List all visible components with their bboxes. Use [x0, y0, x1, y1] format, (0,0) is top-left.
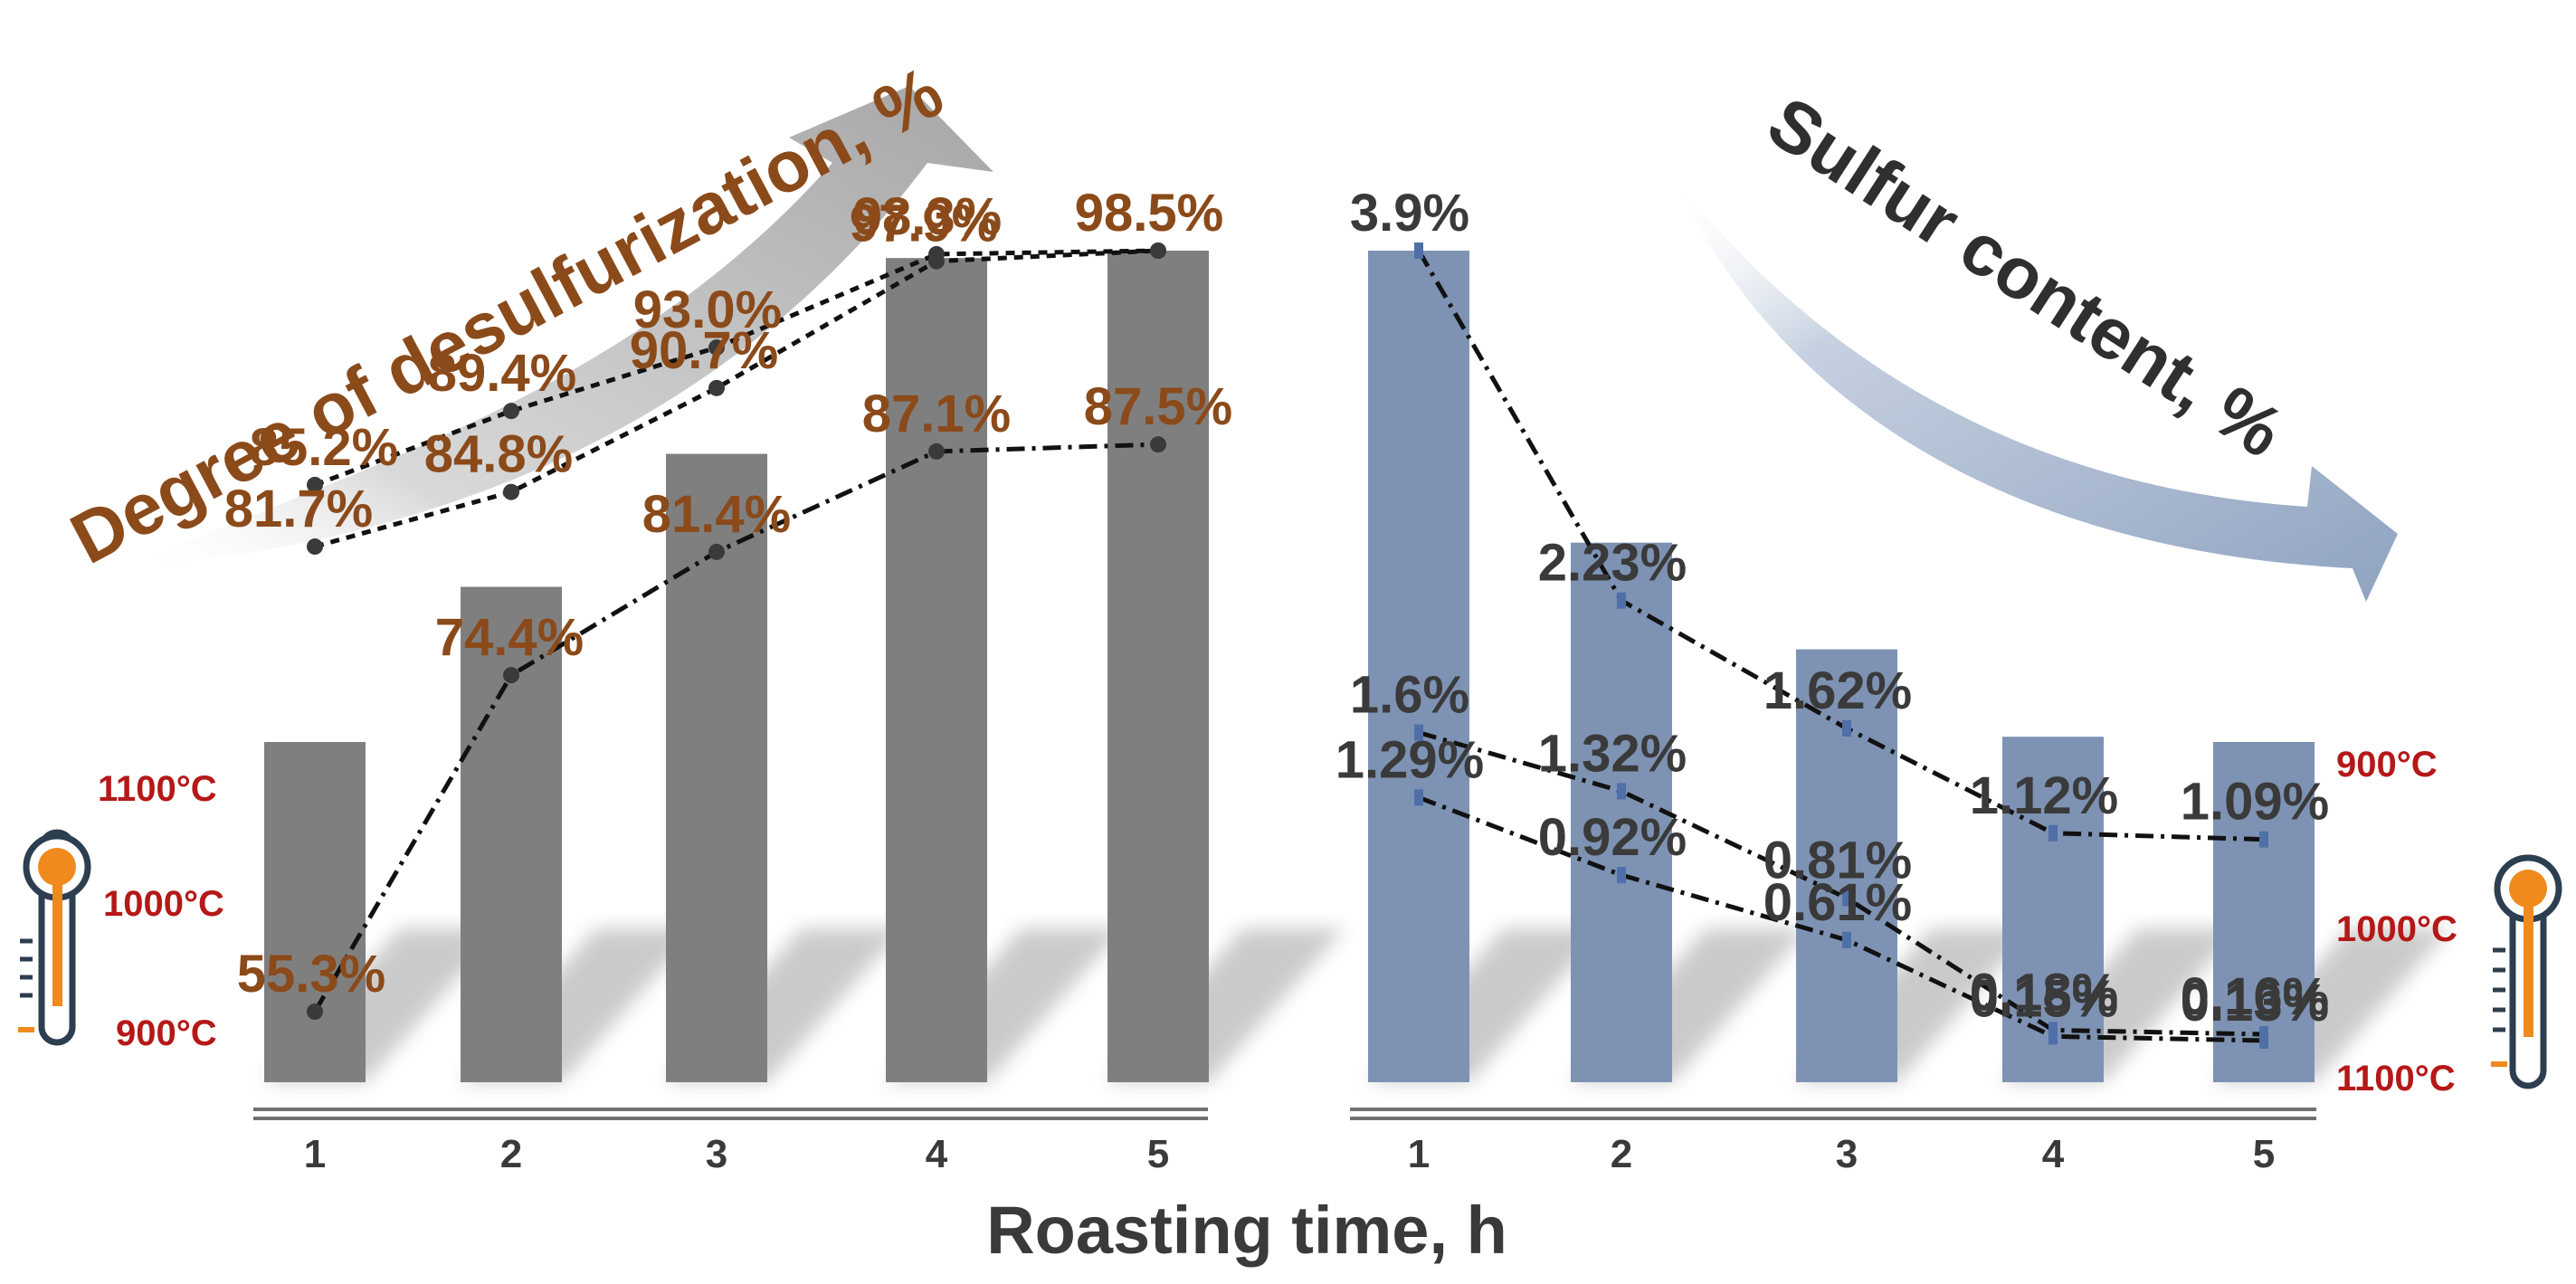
- left-value-label: 74.4%: [435, 608, 584, 667]
- left-temp-label-900: 900°C: [116, 1013, 217, 1053]
- left-value-label: 98.3%: [853, 187, 1002, 246]
- right-value-label: 0.16%: [2181, 967, 2329, 1026]
- value-labels: 85.2% 89.4% 93.0% 98.3% 98.5% 81.7% 84.8% 90.7%…: [224, 184, 2329, 1032]
- left-bars: [264, 251, 1209, 1083]
- right-value-label: 1.29%: [1336, 730, 1484, 789]
- right-point: [1414, 724, 1423, 741]
- left-value-label: 81.7%: [224, 480, 373, 538]
- left-value-label: 85.2%: [250, 418, 398, 477]
- left-axis-baseline: [253, 1108, 1208, 1120]
- right-point: [1414, 243, 1423, 259]
- left-tick-3: 3: [706, 1132, 727, 1176]
- right-value-label: 0.13%: [2181, 974, 2329, 1032]
- left-point: [503, 483, 519, 500]
- right-point: [1842, 931, 1851, 948]
- left-point: [1150, 243, 1166, 259]
- left-bar-5: [1107, 251, 1209, 1082]
- left-point: [708, 379, 725, 396]
- left-temp-label-1100: 1100°C: [98, 769, 217, 809]
- left-bar-4: [886, 258, 987, 1082]
- left-panel-title: Degree of desulfurization, %: [58, 51, 955, 579]
- right-point: [1842, 889, 1851, 907]
- x-tick-labels: 1 2 3 4 5 1 2 3 4 5: [304, 1132, 2275, 1176]
- left-point: [708, 543, 725, 560]
- left-point: [307, 538, 323, 556]
- right-value-label: 2.23%: [1538, 534, 1687, 593]
- right-point: [2259, 1032, 2268, 1049]
- right-point: [1617, 592, 1626, 609]
- left-value-label: 87.5%: [1084, 377, 1232, 436]
- x-axis-title: Roasting time, h: [986, 1193, 1507, 1268]
- left-value-label: 55.3%: [237, 945, 385, 1003]
- right-tick-2: 2: [1611, 1132, 1632, 1176]
- left-point: [928, 252, 945, 270]
- right-point: [1414, 789, 1423, 806]
- right-value-label: 0.81%: [1763, 832, 1912, 890]
- right-value-label: 1.32%: [1538, 724, 1687, 783]
- left-value-label: 98.5%: [1075, 184, 1223, 243]
- left-point: [307, 1003, 323, 1020]
- right-value-label: 0.18%: [1970, 963, 2118, 1022]
- right-value-label: 0.92%: [1538, 808, 1687, 867]
- left-point: [503, 403, 519, 420]
- left-point: [307, 476, 323, 493]
- left-temp-label-1000: 1000°C: [103, 884, 224, 924]
- left-value-label: 84.8%: [424, 425, 573, 484]
- right-point: [1617, 783, 1626, 800]
- right-panel-title: Sulfur content, %: [1754, 81, 2297, 473]
- right-tick-5: 5: [2253, 1132, 2275, 1176]
- bar-shadows: [264, 928, 2450, 1082]
- right-value-label: 1.12%: [1970, 766, 2118, 825]
- right-bar-2: [1571, 542, 1672, 1082]
- left-value-label: 93.0%: [633, 281, 782, 339]
- right-bar-5: [2213, 742, 2315, 1082]
- left-thermometer-icon: [18, 829, 91, 1046]
- left-arrow-shape: [127, 86, 993, 568]
- right-point: [2048, 824, 2058, 842]
- right-bar-1: [1368, 251, 1469, 1082]
- right-value-label: 1.09%: [2181, 773, 2329, 832]
- left-trend-line-1000°C: [314, 248, 1159, 549]
- trend-points: [307, 243, 2268, 1049]
- left-point: [708, 339, 725, 357]
- left-point: [1150, 436, 1166, 453]
- left-tick-5: 5: [1147, 1132, 1169, 1176]
- right-temp-label-1100: 1100°C: [2336, 1059, 2456, 1099]
- left-value-label: 98.5%: [1075, 184, 1223, 243]
- right-tick-3: 3: [1836, 1132, 1858, 1176]
- left-value-label: 87.1%: [862, 385, 1011, 443]
- left-tick-2: 2: [500, 1132, 522, 1176]
- right-value-label: 0.15%: [1970, 969, 2118, 1028]
- left-value-label: 81.4%: [642, 485, 791, 544]
- right-value-label: 3.9%: [1350, 184, 1469, 243]
- left-value-label: 97.9%: [850, 195, 998, 253]
- right-arrow-shape: [1674, 177, 2398, 602]
- left-value-label: 90.7%: [630, 321, 778, 380]
- right-point: [2048, 1028, 2058, 1045]
- left-tick-1: 1: [304, 1132, 326, 1176]
- right-tick-1: 1: [1408, 1132, 1430, 1176]
- right-point: [1617, 867, 1626, 884]
- right-point: [2259, 831, 2268, 848]
- right-tick-4: 4: [2042, 1132, 2065, 1176]
- right-value-label: 1.6%: [1350, 666, 1469, 725]
- left-bar-1: [264, 742, 366, 1082]
- right-temp-label-1000: 1000°C: [2336, 909, 2457, 949]
- left-tick-4: 4: [926, 1132, 948, 1176]
- right-value-label: 0.61%: [1763, 873, 1912, 932]
- right-axis-baseline: [1350, 1108, 2316, 1120]
- left-value-label: 89.4%: [428, 344, 576, 403]
- left-point: [503, 667, 519, 684]
- right-value-label: 1.62%: [1763, 661, 1912, 720]
- right-point: [1842, 719, 1851, 737]
- right-thermometer-icon: [2491, 854, 2562, 1089]
- right-bars: [1368, 251, 2315, 1082]
- right-temp-label-900: 900°C: [2336, 745, 2438, 785]
- left-point: [928, 442, 945, 460]
